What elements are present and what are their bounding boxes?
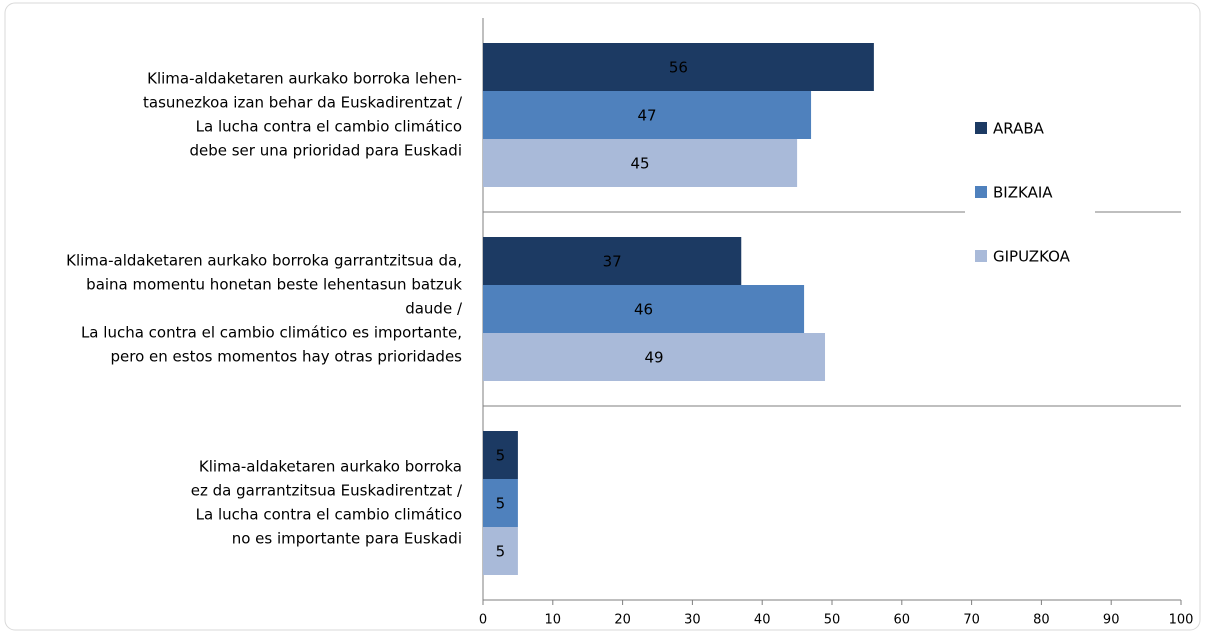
legend-swatch bbox=[975, 250, 987, 262]
bar bbox=[483, 285, 805, 333]
bar bbox=[483, 333, 826, 381]
bar bbox=[483, 237, 742, 285]
bar bbox=[483, 43, 874, 91]
value-label: 56 bbox=[669, 59, 688, 77]
x-tick-label: 0 bbox=[479, 613, 487, 628]
x-tick-label: 70 bbox=[963, 613, 980, 628]
category-label: La lucha contra el cambio climático es i… bbox=[81, 324, 462, 342]
category-label: Klima-aldaketaren aurkako borroka lehen- bbox=[147, 70, 462, 88]
category-label: La lucha contra el cambio climático bbox=[196, 506, 462, 524]
category-label: no es importante para Euskadi bbox=[232, 530, 462, 548]
value-label: 45 bbox=[631, 155, 650, 173]
x-tick-label: 40 bbox=[754, 613, 771, 628]
x-tick-label: 30 bbox=[684, 613, 701, 628]
category-label: La lucha contra el cambio climático bbox=[196, 118, 462, 136]
category-label: tasunezkoa izan behar da Euskadirentzat … bbox=[143, 94, 463, 112]
x-tick-label: 20 bbox=[614, 613, 631, 628]
x-tick-label: 50 bbox=[824, 613, 841, 628]
value-label: 5 bbox=[496, 543, 506, 561]
value-label: 49 bbox=[644, 349, 663, 367]
legend-label: BIZKAIA bbox=[993, 184, 1053, 202]
bar bbox=[483, 431, 518, 479]
bar bbox=[483, 527, 518, 575]
category-label: baina momentu honetan beste lehentasun b… bbox=[86, 276, 462, 294]
legend-swatch bbox=[975, 122, 987, 134]
category-label: pero en estos momentos hay otras priorid… bbox=[111, 348, 463, 366]
bar bbox=[483, 479, 518, 527]
category-label: Klima-aldaketaren aurkako borroka bbox=[199, 458, 462, 476]
x-tick-label: 80 bbox=[1033, 613, 1050, 628]
value-label: 47 bbox=[637, 107, 656, 125]
x-tick-label: 10 bbox=[545, 613, 562, 628]
x-tick-label: 100 bbox=[1169, 613, 1194, 628]
x-tick-label: 60 bbox=[894, 613, 911, 628]
category-label: daude / bbox=[405, 300, 463, 318]
category-label: Klima-aldaketaren aurkako borroka garran… bbox=[66, 252, 462, 270]
x-tick-label: 90 bbox=[1103, 613, 1120, 628]
category-label: debe ser una prioridad para Euskadi bbox=[189, 142, 462, 160]
legend-label: ARABA bbox=[993, 120, 1045, 138]
value-label: 37 bbox=[603, 253, 622, 271]
legend-swatch bbox=[975, 186, 987, 198]
bar bbox=[483, 91, 812, 139]
value-label: 5 bbox=[496, 495, 506, 513]
bar bbox=[483, 139, 798, 187]
value-label: 46 bbox=[634, 301, 653, 319]
value-label: 5 bbox=[496, 447, 506, 465]
category-label: ez da garrantzitsua Euskadirentzat / bbox=[191, 482, 463, 500]
legend-label: GIPUZKOA bbox=[993, 248, 1071, 266]
